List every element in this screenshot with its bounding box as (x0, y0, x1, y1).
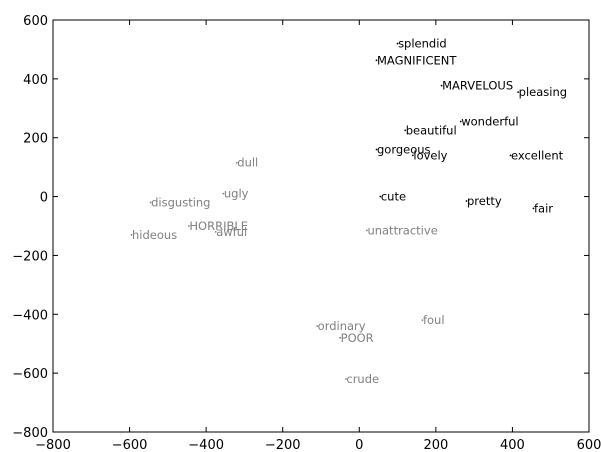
plot-frame (52, 19, 590, 433)
x-tick-label: −800 (35, 438, 71, 452)
word-label-ordinary: ordinary (318, 319, 366, 333)
data-point-hideous (130, 233, 133, 236)
axis-layer: −800 −600 −400 −200 0 200 400 600 600 400 200 0 −200… (12, 14, 601, 452)
word-label-awful: awful (216, 225, 247, 239)
word-label-ugly: ugly (224, 187, 249, 201)
data-point-dull (235, 161, 238, 164)
word-label-excellent: excellent (511, 148, 564, 162)
word-label-pleasing: pleasing (519, 85, 567, 99)
data-point-unattractive (366, 229, 368, 232)
word-label-beautiful: beautiful (406, 123, 457, 137)
word-label-pretty: pretty (467, 194, 502, 208)
y-tick-label: 600 (23, 14, 48, 29)
data-point-lovely (411, 154, 414, 157)
word-label-magnificent: MAGNIFICENT (377, 53, 457, 67)
plot-layer: splendid MAGNIFICENT MARVELOUS pleasing wond… (130, 37, 567, 386)
data-point-marvelous (440, 84, 443, 87)
word-label-horrible: HORRIBLE (189, 219, 248, 233)
data-point-beautiful (404, 129, 407, 132)
y-tick-label: 200 (23, 132, 48, 147)
data-point-wonderful (459, 120, 462, 123)
word-label-crude: crude (346, 372, 379, 386)
data-point-ugly (222, 192, 225, 195)
data-point-pleasing (517, 91, 520, 93)
data-point-awful (214, 230, 217, 233)
y-tick-label: −600 (12, 367, 48, 382)
x-tick-label: −600 (112, 438, 148, 452)
word-label-splendid: splendid (398, 37, 447, 51)
word-label-foul: foul (423, 313, 445, 327)
word-label-wonderful: wonderful (461, 115, 518, 129)
data-point-foul (421, 319, 424, 322)
data-point-ordinary (316, 325, 319, 327)
data-point-disgusting (149, 201, 152, 204)
word-label-cute: cute (381, 190, 406, 204)
x-tick-label: −400 (188, 438, 224, 452)
y-tick-label: 400 (23, 73, 48, 88)
word-label-poor: POOR (341, 331, 374, 345)
x-tick-label: 600 (577, 438, 601, 452)
word-label-lovely: lovely (413, 148, 447, 162)
y-tick-label: 0 (40, 191, 48, 206)
data-point-splendid (396, 42, 399, 45)
x-tick-label: −200 (265, 438, 301, 452)
word-label-dull: dull (237, 156, 258, 170)
word-label-marvelous: MARVELOUS (442, 79, 513, 93)
x-tick-label: 200 (423, 438, 448, 452)
x-tick-label: 0 (355, 438, 363, 452)
word-label-hideous: hideous (132, 228, 177, 242)
word-label-unattractive: unattractive (367, 223, 437, 237)
data-point-magnificent (375, 59, 378, 62)
x-tick-label: 400 (500, 438, 525, 452)
data-point-cute (379, 195, 382, 198)
data-point-excellent (509, 154, 512, 157)
word-label-disgusting: disgusting (151, 195, 210, 209)
y-tick-label: −200 (12, 249, 48, 264)
word-label-fair: fair (534, 201, 553, 215)
y-tick-label: −800 (12, 426, 48, 441)
y-tick-label: −400 (12, 308, 48, 323)
word-label-gorgeous: gorgeous (377, 142, 431, 156)
data-point-gorgeous (375, 148, 378, 151)
data-point-poor (339, 336, 342, 339)
data-point-fair (532, 207, 535, 210)
data-point-horrible (188, 225, 190, 227)
data-point-pretty (465, 200, 468, 202)
data-point-crude (344, 378, 347, 380)
